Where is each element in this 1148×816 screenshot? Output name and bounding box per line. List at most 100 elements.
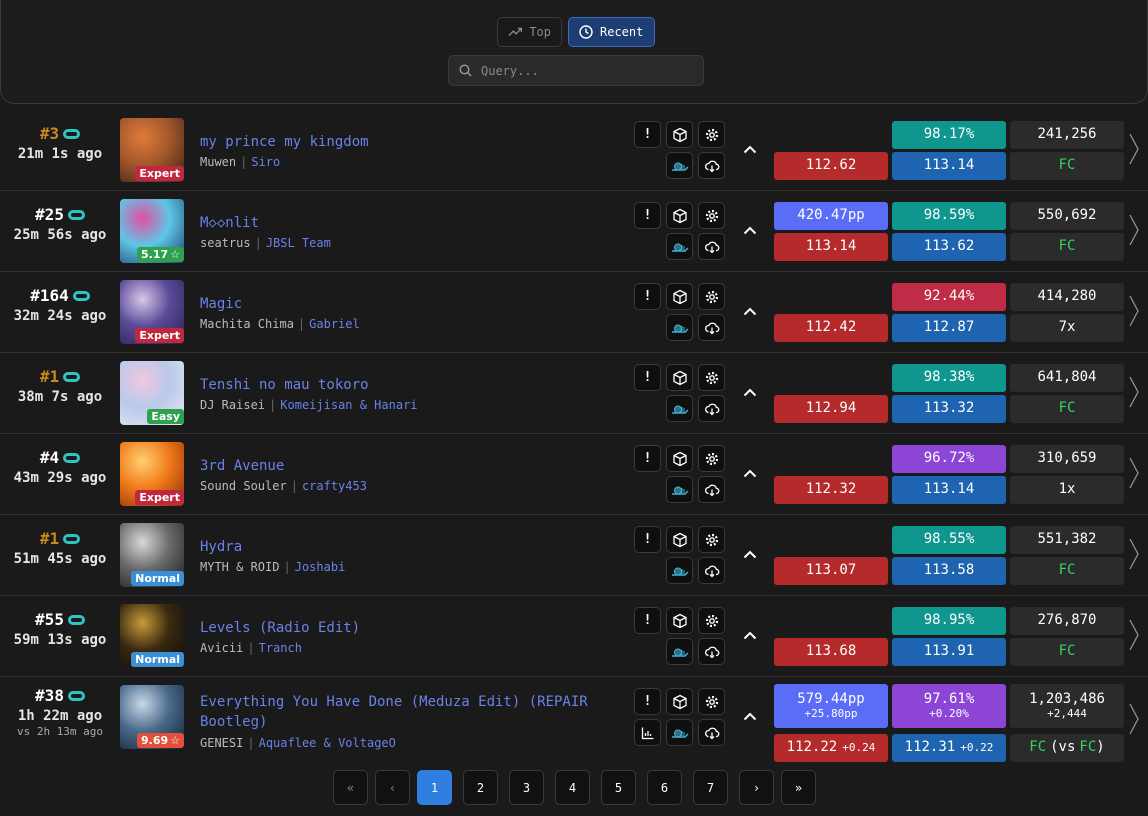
gear-icon[interactable]	[698, 121, 725, 148]
gear-icon[interactable]	[698, 202, 725, 229]
rank-number[interactable]: #4	[39, 448, 60, 467]
chevron-up-icon[interactable]	[740, 220, 760, 240]
cube-icon[interactable]	[666, 202, 693, 229]
cloud-download-icon[interactable]	[698, 638, 725, 665]
cube-icon[interactable]	[666, 121, 693, 148]
song-cover[interactable]: Normal	[120, 523, 184, 587]
gear-icon[interactable]	[698, 688, 725, 715]
pager-page-3[interactable]: 3	[509, 770, 544, 805]
chevron-up-icon[interactable]	[740, 139, 760, 159]
song-mapper[interactable]: crafty453	[301, 479, 367, 493]
song-title-cont[interactable]: Bootleg)	[200, 714, 268, 730]
chevron-right-icon[interactable]	[1128, 702, 1144, 742]
rank-number[interactable]: #3	[39, 124, 60, 143]
tab-recent[interactable]: Recent	[568, 17, 655, 47]
cube-icon[interactable]	[666, 688, 693, 715]
song-mapper[interactable]: Gabriel	[309, 317, 360, 331]
report-button[interactable]: !	[634, 121, 661, 148]
pager-page-5[interactable]: 5	[601, 770, 636, 805]
cube-icon[interactable]	[666, 607, 693, 634]
song-mapper[interactable]: Komeijisan & Hanari	[280, 398, 418, 412]
song-cover[interactable]: Easy	[120, 361, 184, 425]
gear-icon[interactable]	[698, 364, 725, 391]
chevron-right-icon[interactable]	[1128, 456, 1144, 496]
rank-number[interactable]: #25	[35, 205, 64, 224]
snail-icon[interactable]	[666, 476, 693, 503]
song-title[interactable]: Hydra	[200, 539, 243, 555]
chevron-up-icon[interactable]	[740, 706, 760, 726]
cloud-download-icon[interactable]	[698, 476, 725, 503]
pager-page-6[interactable]: 6	[647, 770, 682, 805]
rank-number[interactable]: #55	[35, 610, 64, 629]
snail-icon[interactable]	[666, 638, 693, 665]
report-button[interactable]: !	[634, 526, 661, 553]
song-mapper[interactable]: Aquaflee & VoltageO	[258, 736, 396, 750]
song-cover[interactable]: Normal	[120, 604, 184, 668]
snail-icon[interactable]	[666, 557, 693, 584]
chevron-right-icon[interactable]	[1128, 618, 1144, 658]
gear-icon[interactable]	[698, 607, 725, 634]
chevron-up-icon[interactable]	[740, 625, 760, 645]
cloud-download-icon[interactable]	[698, 152, 725, 179]
song-mapper[interactable]: Joshabi	[294, 560, 346, 574]
rank-number[interactable]: #1	[39, 367, 60, 386]
cube-icon[interactable]	[666, 364, 693, 391]
cloud-download-icon[interactable]	[698, 557, 725, 584]
chevron-right-icon[interactable]	[1128, 213, 1144, 253]
cube-icon[interactable]	[666, 445, 693, 472]
snail-icon[interactable]	[666, 233, 693, 260]
report-button[interactable]: !	[634, 283, 661, 310]
cloud-download-icon[interactable]	[698, 395, 725, 422]
song-cover[interactable]: 9.69 ☆	[120, 685, 184, 749]
song-mapper[interactable]: JBSL Team	[265, 236, 331, 250]
report-button[interactable]: !	[634, 607, 661, 634]
song-title[interactable]: Tenshi no mau tokoro	[200, 377, 369, 393]
tab-top[interactable]: Top	[497, 17, 562, 47]
snail-icon[interactable]	[666, 152, 693, 179]
gear-icon[interactable]	[698, 283, 725, 310]
pager-first[interactable]: «	[333, 770, 368, 805]
song-cover[interactable]: 5.17 ☆	[120, 199, 184, 263]
pager-page-1[interactable]: 1	[417, 770, 452, 805]
cloud-download-icon[interactable]	[698, 719, 725, 746]
song-cover[interactable]: Expert	[120, 118, 184, 182]
song-mapper[interactable]: Siro	[251, 155, 281, 169]
gear-icon[interactable]	[698, 445, 725, 472]
rank-number[interactable]: #38	[35, 686, 64, 705]
song-cover[interactable]: Expert	[120, 280, 184, 344]
report-button[interactable]: !	[634, 202, 661, 229]
snail-icon[interactable]	[666, 719, 693, 746]
snail-icon[interactable]	[666, 314, 693, 341]
search-input[interactable]	[481, 63, 691, 78]
chevron-right-icon[interactable]	[1128, 294, 1144, 334]
pager-page-7[interactable]: 7	[693, 770, 728, 805]
song-cover[interactable]: Expert	[120, 442, 184, 506]
rank-number[interactable]: #1	[39, 529, 60, 548]
chevron-up-icon[interactable]	[740, 301, 760, 321]
cloud-download-icon[interactable]	[698, 314, 725, 341]
report-button[interactable]: !	[634, 364, 661, 391]
report-button[interactable]: !	[634, 445, 661, 472]
cube-icon[interactable]	[666, 526, 693, 553]
song-title[interactable]: Magic	[200, 296, 243, 312]
song-title[interactable]: Levels (Radio Edit)	[200, 620, 361, 636]
pager-page-2[interactable]: 2	[463, 770, 498, 805]
chart-icon[interactable]	[634, 719, 661, 746]
report-button[interactable]: !	[634, 688, 661, 715]
song-title[interactable]: Everything You Have Done (Meduza Edit) (…	[200, 694, 588, 710]
cube-icon[interactable]	[666, 283, 693, 310]
pager-next[interactable]: ›	[739, 770, 774, 805]
song-title[interactable]: 3rd Avenue	[200, 458, 285, 474]
chevron-up-icon[interactable]	[740, 382, 760, 402]
chevron-right-icon[interactable]	[1128, 132, 1144, 172]
rank-number[interactable]: #164	[30, 286, 69, 305]
gear-icon[interactable]	[698, 526, 725, 553]
chevron-up-icon[interactable]	[740, 463, 760, 483]
pager-page-4[interactable]: 4	[555, 770, 590, 805]
chevron-right-icon[interactable]	[1128, 375, 1144, 415]
pager-last[interactable]: »	[781, 770, 816, 805]
song-title[interactable]: my prince my kingdom	[200, 134, 369, 150]
cloud-download-icon[interactable]	[698, 233, 725, 260]
song-title[interactable]: M◇◇nlit	[200, 215, 260, 231]
snail-icon[interactable]	[666, 395, 693, 422]
